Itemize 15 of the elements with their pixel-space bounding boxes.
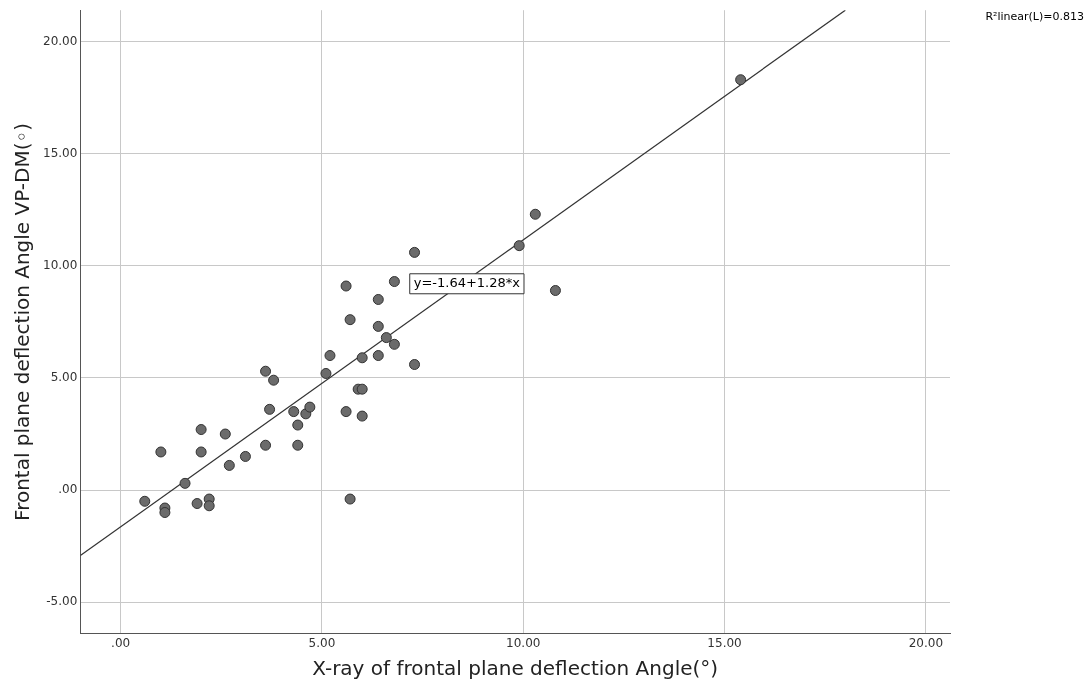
y-tick-label: .00	[58, 482, 78, 497]
x-tick-label: 15.00	[707, 635, 742, 650]
x-tick-label: 5.00	[308, 635, 336, 650]
x-tick-label: 10.00	[506, 635, 541, 650]
y-tick-label: 15.00	[42, 145, 78, 160]
y-axis-title: Frontal plane deflection Angle VP-DM(◦)	[10, 122, 35, 521]
x-tick-label: .00	[111, 635, 131, 650]
annotation: y=-1.64+1.28*x	[413, 275, 521, 291]
y-tick-label: 20.00	[42, 33, 78, 48]
y-tick-label: 10.00	[42, 257, 78, 272]
text: R²linear(L)=0.813	[985, 10, 1084, 23]
x-tick-label: 20.00	[908, 635, 944, 650]
y-tick-label: 5.00	[50, 370, 78, 385]
x-axis-title: X-ray of frontal plane deflection Angle(°)	[312, 656, 719, 681]
y-tick-label: -5.00	[46, 594, 78, 609]
